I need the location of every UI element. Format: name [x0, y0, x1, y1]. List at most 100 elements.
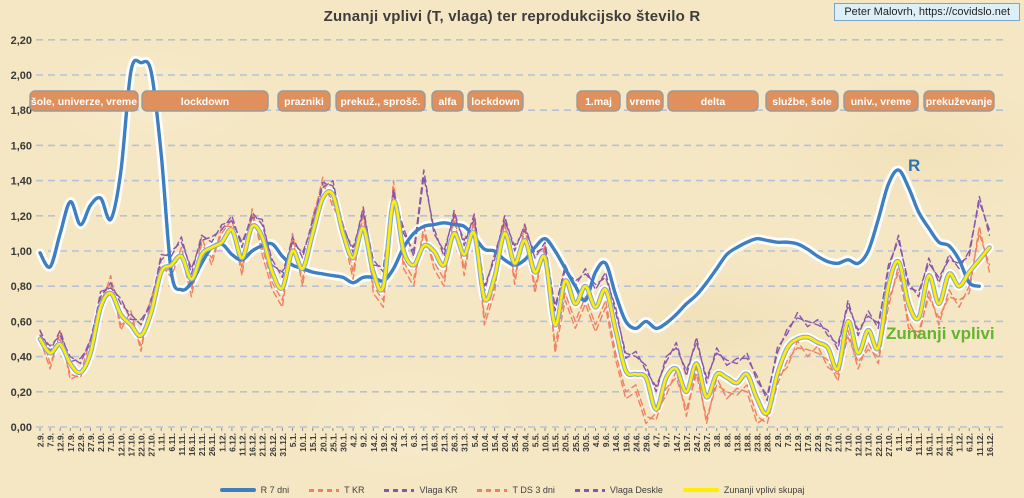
- x-tick-label: 9.6.: [601, 433, 611, 447]
- x-tick-label: 5.4.: [470, 433, 480, 447]
- x-tick-label: 11.11.: [177, 433, 187, 456]
- x-tick-label: 15.5.: [551, 433, 561, 452]
- x-tick-label: 2.10.: [833, 433, 843, 452]
- x-tick-label: 11.3.: [419, 433, 429, 451]
- y-tick-label: 1,80: [11, 105, 32, 117]
- legend-marker-t_kr: [309, 488, 340, 492]
- series-vlaga-kr: [39, 169, 991, 396]
- x-tick-label: 19.7.: [682, 433, 692, 452]
- x-tick-label: 22.10.: [874, 433, 884, 457]
- x-tick-label: 22.9.: [76, 433, 86, 452]
- y-axis-labels: 0,00 0,20 0,40 0,60 0,80 1,00 1,20 1,40 1,60 1,80…: [11, 35, 32, 434]
- x-tick-label: 9.7.: [662, 433, 672, 447]
- x-tick-label: 12.9.: [793, 433, 803, 452]
- y-tick-label: 0,40: [11, 352, 32, 364]
- annotation-r-label: R: [908, 156, 921, 175]
- x-tick-label: 1.12.: [217, 433, 227, 452]
- x-tick-label: 31.3.: [460, 433, 470, 452]
- legend-marker-vlaga_kr: [384, 488, 415, 492]
- event-band-label: delta: [701, 96, 726, 108]
- legend-marker-vlaga_deskle: [574, 488, 605, 492]
- x-tick-label: 16.12.: [248, 433, 258, 457]
- x-tick-label: 25.4.: [510, 433, 520, 452]
- x-tick-label: 7.9.: [46, 433, 56, 447]
- legend-label-vlaga_deskle: Vlaga Deskle: [609, 485, 663, 495]
- event-band-label: prekuževanje: [926, 96, 993, 108]
- x-tick-label: 24.2.: [389, 433, 399, 452]
- x-tick-label: 20.4.: [500, 433, 510, 452]
- x-tick-label: 1.11.: [894, 433, 904, 451]
- event-band: [335, 90, 426, 112]
- legend-label-t_ds: T DS 3 dni: [512, 485, 555, 495]
- x-tick-label: 29.7.: [702, 433, 712, 452]
- x-tick-label: 5.1.: [288, 433, 298, 447]
- x-tick-label: 7.9.: [783, 433, 793, 447]
- event-band: [576, 90, 621, 112]
- x-tick-label: 27.9.: [823, 433, 833, 452]
- x-tick-label: 26.11.: [945, 433, 955, 456]
- event-band-label: prekuž., sprošč.: [341, 96, 421, 108]
- y-tick-label: 1,20: [11, 211, 32, 223]
- x-tick-label: 4.2.: [349, 433, 359, 447]
- x-tick-label: 20.1.: [318, 433, 328, 452]
- x-tick-label: 14.7.: [672, 433, 682, 452]
- x-tick-label: 6.12.: [965, 433, 975, 452]
- x-tick-label: 27.10.: [147, 433, 157, 457]
- x-tick-label: 10.5.: [541, 433, 551, 452]
- event-band-label: 1.maj: [585, 96, 612, 108]
- x-tick-label: 11.11.: [914, 433, 924, 456]
- x-tick-label: 21.12.: [258, 433, 268, 457]
- series-t-kr: [39, 176, 991, 425]
- x-tick-label: 6.3.: [409, 433, 419, 447]
- x-tick-label: 10.1.: [298, 433, 308, 452]
- legend-item-t_ds: T DS 3 dni: [477, 485, 555, 495]
- x-tick-label: 23.8.: [753, 433, 763, 452]
- event-band: [141, 90, 269, 112]
- x-tick-label: 28.8.: [763, 433, 773, 452]
- x-tick-label: 5.5.: [530, 433, 540, 447]
- event-band-label: šole, univerze, vreme: [31, 96, 137, 108]
- x-tick-label: 18.8.: [743, 433, 753, 452]
- x-tick-label: 20.5.: [561, 433, 571, 452]
- x-tick-label: 12.10.: [854, 433, 864, 457]
- legend-label-vlaga_kr: Vlaga KR: [419, 485, 458, 495]
- x-tick-label: 2.10.: [96, 433, 106, 452]
- x-tick-label: 30.1.: [339, 433, 349, 452]
- x-tick-label: 15.4.: [490, 433, 500, 452]
- x-tick-label: 8.8.: [722, 433, 732, 447]
- x-tick-label: 27.10.: [884, 433, 894, 457]
- event-band: [843, 90, 919, 112]
- x-tick-label: 30.5.: [581, 433, 591, 452]
- event-band: [29, 90, 139, 112]
- x-tick-label: 17.9.: [66, 433, 76, 452]
- x-tick-label: 11.12.: [238, 433, 248, 456]
- event-band-label: vreme: [630, 96, 661, 108]
- x-tick-label: 26.12.: [268, 433, 278, 457]
- x-tick-label: 13.8.: [732, 433, 742, 452]
- x-tick-label: 19.2.: [379, 433, 389, 452]
- legend-marker-zunanji: [682, 488, 719, 492]
- series-vlaga-deskle: [39, 176, 991, 402]
- x-tick-label: 22.10.: [137, 433, 147, 457]
- x-tick-label: 7.10.: [844, 433, 854, 452]
- x-tick-label: 25.5.: [571, 433, 581, 452]
- x-tick-label: 16.12.: [985, 433, 995, 457]
- event-band: [431, 90, 464, 112]
- x-tick-label: 24.6.: [631, 433, 641, 452]
- y-tick-label: 2,00: [11, 70, 32, 82]
- x-tick-label: 26.11.: [207, 433, 217, 456]
- credit-box[interactable]: Peter Malovrh, https://covidslo.net: [834, 3, 1020, 21]
- x-tick-label: 1.11.: [157, 433, 167, 451]
- y-tick-label: 0,20: [11, 387, 32, 399]
- x-tick-label: 26.3.: [450, 433, 460, 452]
- legend-label-zunanji: Zunanji vplivi skupaj: [723, 485, 805, 495]
- x-tick-label: 10.4.: [480, 433, 490, 452]
- x-tick-label: 31.12.: [278, 433, 288, 457]
- y-tick-label: 1,00: [11, 246, 32, 258]
- annotation-zunanji-label: Zunanji vplivi: [886, 324, 995, 343]
- x-tick-label: 14.6.: [611, 433, 621, 452]
- x-tick-label: 15.1.: [308, 433, 318, 452]
- x-tick-label: 6.11.: [167, 433, 177, 451]
- x-tick-label: 21.11.: [197, 433, 207, 456]
- x-tick-label: 25.1.: [328, 433, 338, 452]
